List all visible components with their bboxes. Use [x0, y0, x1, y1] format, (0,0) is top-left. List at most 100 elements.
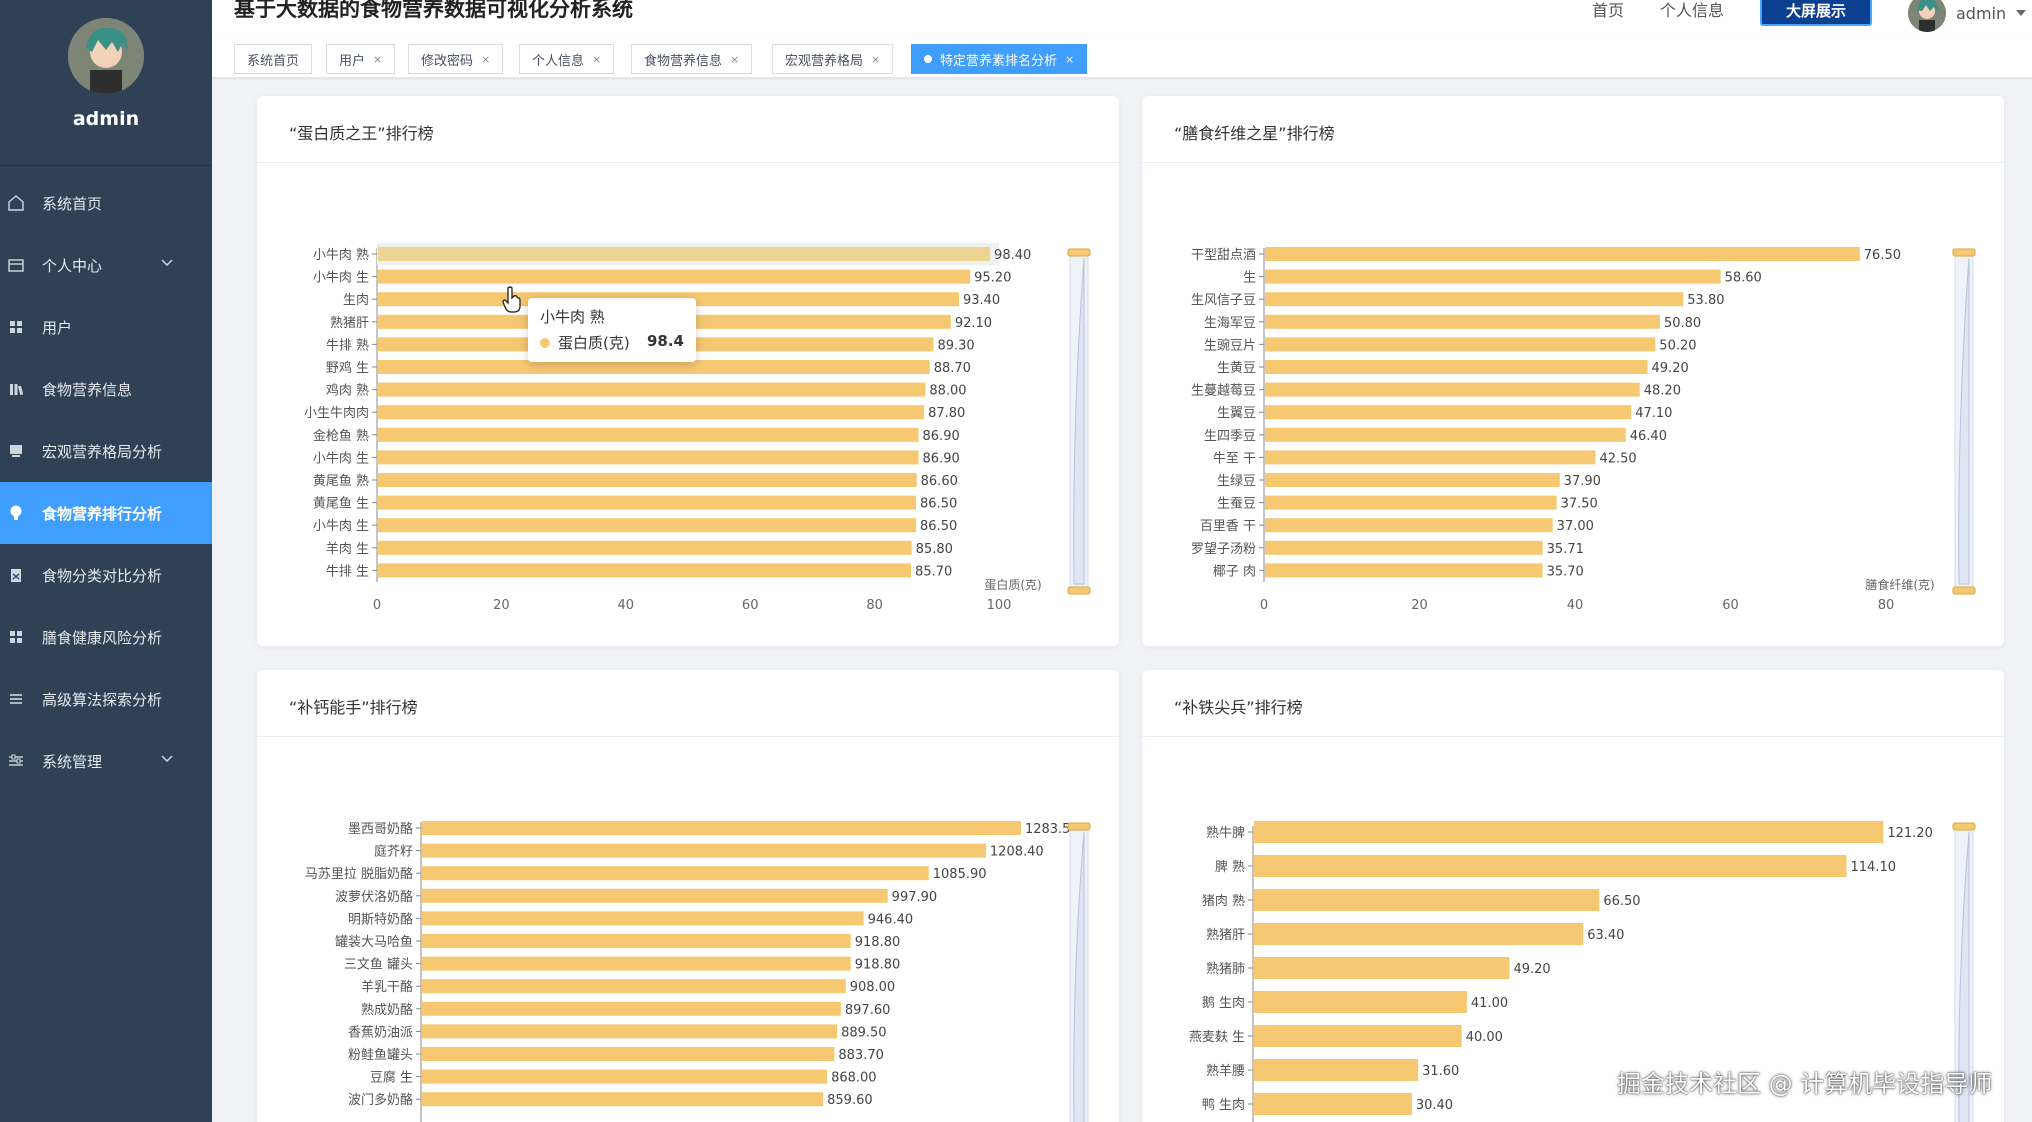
bar[interactable]	[378, 360, 930, 374]
bar[interactable]	[1265, 405, 1632, 420]
sidebar-item-7[interactable]: 膳食健康风险分析	[0, 606, 212, 668]
value-label: 86.60	[921, 474, 958, 489]
card-title: “蛋白质之王”排行榜	[289, 124, 434, 143]
bar[interactable]	[1254, 991, 1467, 1013]
zoom-handle-top[interactable]	[1952, 248, 1976, 257]
zoom-handle-top[interactable]	[1952, 822, 1976, 831]
bar[interactable]	[378, 427, 919, 442]
bar[interactable]	[1265, 314, 1660, 329]
bar[interactable]	[378, 540, 912, 555]
category-label: 野鸡 生	[326, 360, 369, 376]
bar[interactable]	[1265, 247, 1860, 261]
bar[interactable]	[422, 934, 851, 948]
bar[interactable]	[422, 821, 1021, 835]
nav-profile-link[interactable]: 个人信息	[1660, 1, 1725, 20]
bar[interactable]	[1254, 1093, 1412, 1115]
bar[interactable]	[422, 1092, 824, 1107]
category-label: 燕麦麸 生	[1189, 1030, 1245, 1045]
bar[interactable]	[1254, 855, 1847, 877]
value-label: 92.10	[955, 316, 992, 331]
avatar[interactable]	[68, 18, 144, 94]
bar[interactable]	[378, 405, 925, 420]
tab-0[interactable]: 系统首页	[234, 44, 313, 74]
sidebar-item-8[interactable]: 高级算法探索分析	[0, 668, 212, 730]
sidebar-profile: admin	[0, 0, 212, 166]
tab-close-icon[interactable]: ×	[1065, 52, 1075, 66]
zoom-handle-top[interactable]	[1067, 822, 1091, 831]
bar[interactable]	[422, 1069, 828, 1084]
tab-close-icon[interactable]: ×	[592, 52, 602, 66]
nav-home-link[interactable]: 首页	[1592, 1, 1625, 20]
bar[interactable]	[1254, 821, 1884, 843]
bar[interactable]	[1265, 563, 1543, 578]
bar[interactable]	[422, 843, 986, 858]
tab-2[interactable]: 修改密码 ×	[408, 44, 504, 74]
tab-1[interactable]: 用户 ×	[326, 44, 396, 74]
bar[interactable]	[422, 956, 851, 971]
value-label: 40.00	[1466, 1030, 1503, 1045]
tab-label: 宏观营养格局	[785, 53, 864, 69]
bar[interactable]	[1265, 337, 1656, 352]
bar[interactable]	[378, 495, 917, 510]
zoom-handle-bottom[interactable]	[1067, 586, 1091, 595]
bar[interactable]	[422, 1001, 841, 1016]
tab-6[interactable]: 特定营养素排名分析 ×	[911, 44, 1088, 74]
bar[interactable]	[1254, 1059, 1419, 1081]
bar[interactable]	[1254, 957, 1510, 979]
bar[interactable]	[422, 979, 846, 994]
sidebar-item-1[interactable]: 个人中心	[0, 234, 212, 296]
category-label: 熟牛脾	[1206, 825, 1245, 841]
zoom-handle-top[interactable]	[1067, 248, 1091, 257]
sidebar-item-5[interactable]: 食物营养排行分析	[0, 482, 212, 544]
sidebar-item-9[interactable]: 系统管理	[0, 730, 212, 792]
bar[interactable]	[378, 450, 919, 465]
tab-4[interactable]: 食物营养信息 ×	[631, 44, 753, 74]
bar[interactable]	[1254, 1025, 1462, 1047]
bar[interactable]	[1265, 495, 1557, 510]
chevron-down-icon	[160, 752, 174, 770]
bar[interactable]	[1265, 473, 1560, 487]
tab-5[interactable]: 宏观营养格局 ×	[772, 44, 894, 74]
bar[interactable]	[1265, 450, 1596, 465]
caret-down-icon	[2016, 10, 2027, 16]
tab-close-icon[interactable]: ×	[730, 52, 740, 66]
sidebar-item-2[interactable]: 用户	[0, 296, 212, 358]
calcium-ranking-card: “补钙能手”排行榜 墨西哥奶酪 1283.50 庭芥籽 1208.40 马苏里拉 脱脂奶…	[257, 670, 1119, 1122]
bar[interactable]	[1254, 889, 1600, 911]
bar[interactable]	[378, 247, 991, 261]
bar[interactable]	[378, 563, 912, 578]
bar[interactable]	[1265, 292, 1684, 307]
big-screen-button[interactable]: 大屏展示	[1760, 0, 1872, 26]
bar[interactable]	[1265, 360, 1648, 374]
tab-3[interactable]: 个人信息 ×	[519, 44, 615, 74]
category-label: 庭芥籽	[374, 844, 413, 860]
zoom-handle-bottom[interactable]	[1952, 586, 1976, 595]
category-label: 生	[1243, 271, 1256, 286]
bar[interactable]	[378, 473, 917, 487]
bar[interactable]	[422, 1024, 838, 1039]
sidebar-item-3[interactable]: 食物营养信息	[0, 358, 212, 420]
bar[interactable]	[1265, 427, 1626, 442]
home-icon	[6, 193, 26, 213]
user-dropdown[interactable]: admin	[1908, 0, 2027, 32]
tab-close-icon[interactable]: ×	[871, 52, 881, 66]
sidebar-item-4[interactable]: 宏观营养格局分析	[0, 420, 212, 482]
category-label: 罐装大马哈鱼	[335, 934, 413, 950]
bar[interactable]	[422, 911, 864, 926]
bar[interactable]	[1265, 382, 1640, 397]
bar[interactable]	[1265, 269, 1721, 284]
bar[interactable]	[378, 269, 971, 284]
bar[interactable]	[1265, 540, 1543, 555]
tab-close-icon[interactable]: ×	[481, 52, 491, 66]
bar[interactable]	[422, 866, 929, 881]
bar[interactable]	[1254, 923, 1584, 945]
sidebar-item-6[interactable]: 食物分类对比分析	[0, 544, 212, 606]
tab-close-icon[interactable]: ×	[373, 52, 383, 66]
bar[interactable]	[422, 1047, 835, 1061]
bar[interactable]	[422, 888, 888, 903]
bar[interactable]	[1265, 518, 1553, 533]
sidebar-item-0[interactable]: 系统首页	[0, 172, 212, 234]
bar[interactable]	[378, 518, 917, 533]
bar[interactable]	[378, 382, 926, 397]
category-label: 生黄豆	[1217, 361, 1256, 376]
